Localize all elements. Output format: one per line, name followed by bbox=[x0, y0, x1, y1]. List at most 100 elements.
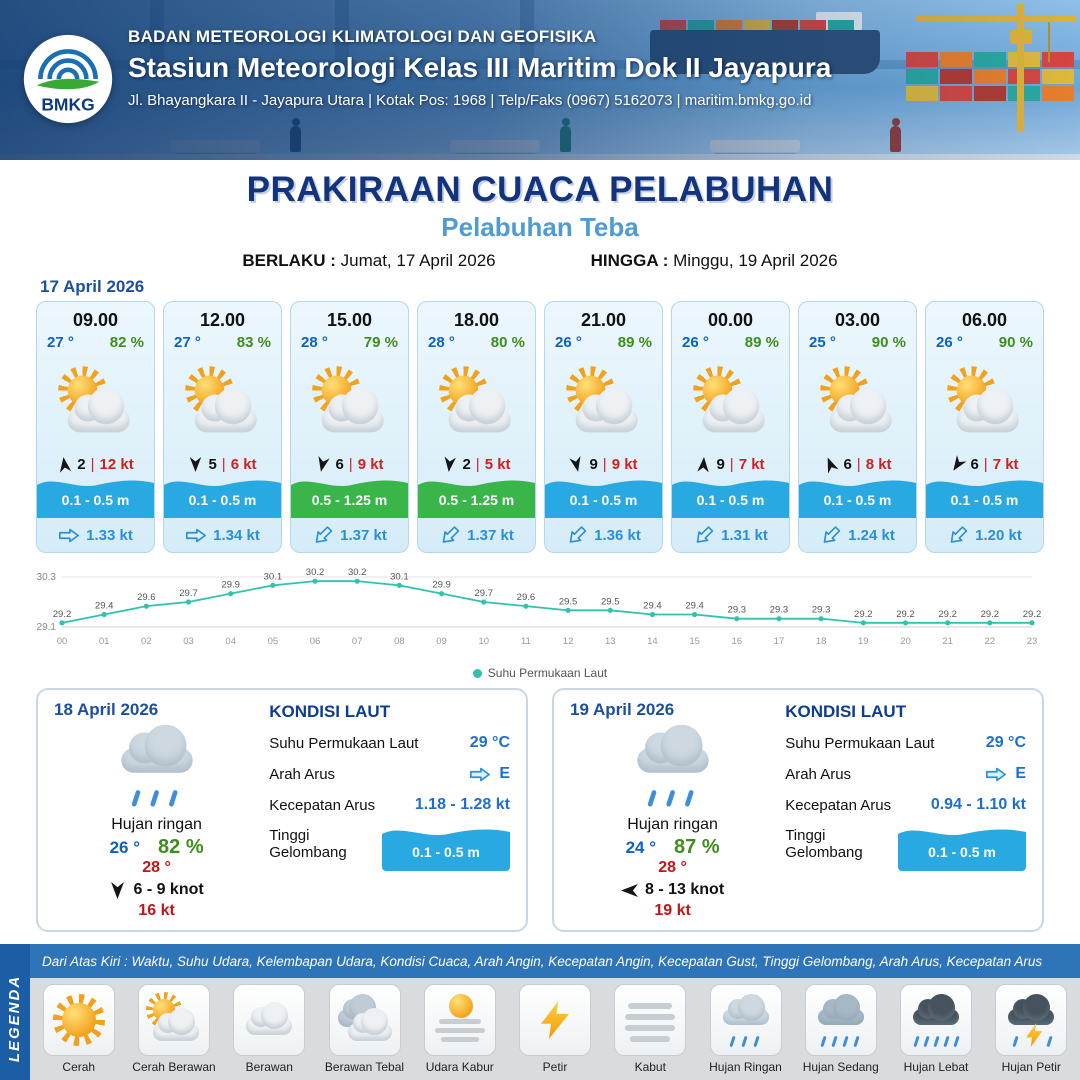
wind-separator: | bbox=[602, 456, 607, 473]
forecast-time: 15.00 bbox=[326, 310, 373, 330]
svg-text:29.5: 29.5 bbox=[601, 596, 620, 607]
wind-speed: 9 bbox=[716, 456, 725, 473]
wave-fill bbox=[672, 489, 789, 518]
forecast-time: 12.00 bbox=[199, 310, 246, 330]
wind-separator: | bbox=[475, 456, 480, 473]
hourly-forecast-card: 12.00 27 ° 83 % 5 | 6 kt 0.1 - 0.5 m 1.3… bbox=[163, 301, 282, 553]
svg-text:14: 14 bbox=[647, 636, 658, 647]
svg-text:29.5: 29.5 bbox=[559, 596, 578, 607]
current-speed: 1.24 kt bbox=[848, 526, 895, 544]
panel-wind-range: 6 - 9 knot bbox=[133, 881, 204, 898]
sea-current-direction-value: E bbox=[499, 765, 510, 782]
wind-gust: 9 kt bbox=[611, 456, 638, 473]
current-speed: 1.20 kt bbox=[975, 526, 1022, 544]
legend-item-label: Berawan bbox=[245, 1060, 293, 1074]
wind-speed: 2 bbox=[462, 456, 471, 473]
wind-speed: 5 bbox=[208, 456, 217, 473]
wind-row: 9 | 7 kt bbox=[672, 456, 789, 473]
sea-sst-value: 29 °C bbox=[469, 734, 510, 751]
panel-humidity: 82 % bbox=[158, 836, 204, 858]
wave-height-band: 0.1 - 0.5 m bbox=[37, 478, 154, 518]
panel-left-column: 18 April 2026 Hujan ringan 26 ° 82 % 28 … bbox=[54, 700, 259, 920]
wave-crest-icon bbox=[291, 480, 408, 490]
sea-sst-value: 29 °C bbox=[985, 734, 1026, 751]
svg-text:29.9: 29.9 bbox=[221, 580, 240, 591]
cerah-berawan-icon bbox=[691, 364, 769, 442]
sea-wave-label: Tinggi Gelombang bbox=[785, 827, 863, 861]
temp-humidity-row: 26 ° 90 % bbox=[926, 331, 1043, 351]
legend-sidebar-label: LEGENDA bbox=[6, 974, 24, 1062]
svg-text:30.2: 30.2 bbox=[348, 567, 367, 578]
sea-wave-row: Tinggi Gelombang 0.1 - 0.5 m bbox=[785, 827, 1026, 871]
cerah-berawan-icon bbox=[945, 364, 1023, 442]
air-temperature: 26 ° bbox=[555, 334, 582, 351]
wave-crest-icon bbox=[418, 480, 535, 490]
svg-text:30.2: 30.2 bbox=[306, 567, 325, 578]
wave-fill bbox=[291, 489, 408, 518]
legend-items-row: Cerah Cerah Berawan Berawan Berawan Tebal Ud… bbox=[30, 978, 1080, 1080]
wave-height: 0.1 - 0.5 m bbox=[569, 492, 638, 508]
sea-current-direction-value: E bbox=[1015, 765, 1026, 782]
svg-text:29.4: 29.4 bbox=[95, 601, 114, 612]
svg-text:20: 20 bbox=[900, 636, 911, 647]
sea-current-speed-row: Kecepatan Arus 0.94 - 1.10 kt bbox=[785, 796, 1026, 814]
current-speed: 1.34 kt bbox=[213, 526, 260, 544]
legend-icon-tile bbox=[328, 984, 401, 1056]
valid-from-label: BERLAKU : bbox=[242, 251, 336, 270]
wind-direction-icon bbox=[442, 456, 458, 472]
forecast-time: 09.00 bbox=[72, 310, 119, 330]
wind-direction-icon bbox=[188, 457, 203, 472]
wave-fill bbox=[164, 489, 281, 518]
sea-current-direction-row: Arah Arus E bbox=[785, 765, 1026, 783]
legend-item: Berawan bbox=[223, 984, 316, 1074]
humidity: 79 % bbox=[363, 334, 398, 351]
legend-item-label: Petir bbox=[542, 1060, 568, 1074]
cerah-berawan-icon bbox=[56, 364, 134, 442]
hujan-sedang-icon bbox=[812, 991, 870, 1049]
weather-icon bbox=[37, 351, 154, 456]
panel-left-column: 19 April 2026 Hujan ringan 24 ° 87 % 28 … bbox=[570, 700, 775, 920]
panel-gust: 19 kt bbox=[654, 902, 691, 919]
panel-temp-min: 26 ° bbox=[109, 838, 141, 857]
wind-separator: | bbox=[983, 456, 988, 473]
legend-main: Dari Atas Kiri : Waktu, Suhu Udara, Kele… bbox=[30, 944, 1080, 1080]
current-row: 1.31 kt bbox=[672, 518, 789, 552]
wind-row: 2 | 5 kt bbox=[418, 456, 535, 473]
svg-text:30.1: 30.1 bbox=[264, 571, 283, 582]
current-speed: 1.37 kt bbox=[467, 526, 514, 544]
svg-text:29.7: 29.7 bbox=[179, 588, 198, 599]
legend-item-label: Cerah Berawan bbox=[132, 1060, 216, 1074]
sea-wave-crest-icon bbox=[898, 829, 1026, 839]
legend-item: Petir bbox=[509, 984, 602, 1074]
valid-until-label: HINGGA : bbox=[590, 251, 669, 270]
panel-wind-row: 8 - 13 knot bbox=[621, 881, 724, 899]
hourly-cards-row: 09.00 27 ° 82 % 2 | 12 kt 0.1 - 0.5 m 1.… bbox=[36, 301, 1044, 553]
sea-sst-row: Suhu Permukaan Laut 29 °C bbox=[269, 734, 510, 752]
weather-icon bbox=[799, 351, 916, 456]
wind-row: 6 | 9 kt bbox=[291, 456, 408, 473]
wave-fill bbox=[37, 489, 154, 518]
legend-section: LEGENDA Dari Atas Kiri : Waktu, Suhu Uda… bbox=[0, 944, 1080, 1080]
legend-item: Cerah bbox=[32, 984, 125, 1074]
panel-date: 18 April 2026 bbox=[54, 700, 159, 719]
humidity: 80 % bbox=[490, 334, 525, 351]
svg-text:05: 05 bbox=[268, 636, 279, 647]
svg-text:13: 13 bbox=[605, 636, 616, 647]
svg-text:22: 22 bbox=[985, 636, 996, 647]
sea-current-speed-value: 1.18 - 1.28 kt bbox=[414, 796, 510, 813]
svg-text:01: 01 bbox=[99, 636, 110, 647]
svg-text:29.2: 29.2 bbox=[938, 609, 957, 620]
wave-height: 0.5 - 1.25 m bbox=[311, 492, 388, 508]
wind-gust: 7 kt bbox=[738, 456, 765, 473]
berawan-tebal-icon bbox=[336, 991, 394, 1049]
sea-sst-row: Suhu Permukaan Laut 29 °C bbox=[785, 734, 1026, 752]
wind-row: 2 | 12 kt bbox=[37, 456, 154, 473]
wind-row: 9 | 9 kt bbox=[545, 456, 662, 473]
humidity: 90 % bbox=[998, 334, 1033, 351]
wind-direction-icon bbox=[568, 456, 586, 474]
air-temperature: 26 ° bbox=[682, 334, 709, 351]
svg-text:15: 15 bbox=[689, 636, 700, 647]
sea-current-direction-icon bbox=[986, 767, 1007, 781]
wave-height-band: 0.1 - 0.5 m bbox=[164, 478, 281, 518]
